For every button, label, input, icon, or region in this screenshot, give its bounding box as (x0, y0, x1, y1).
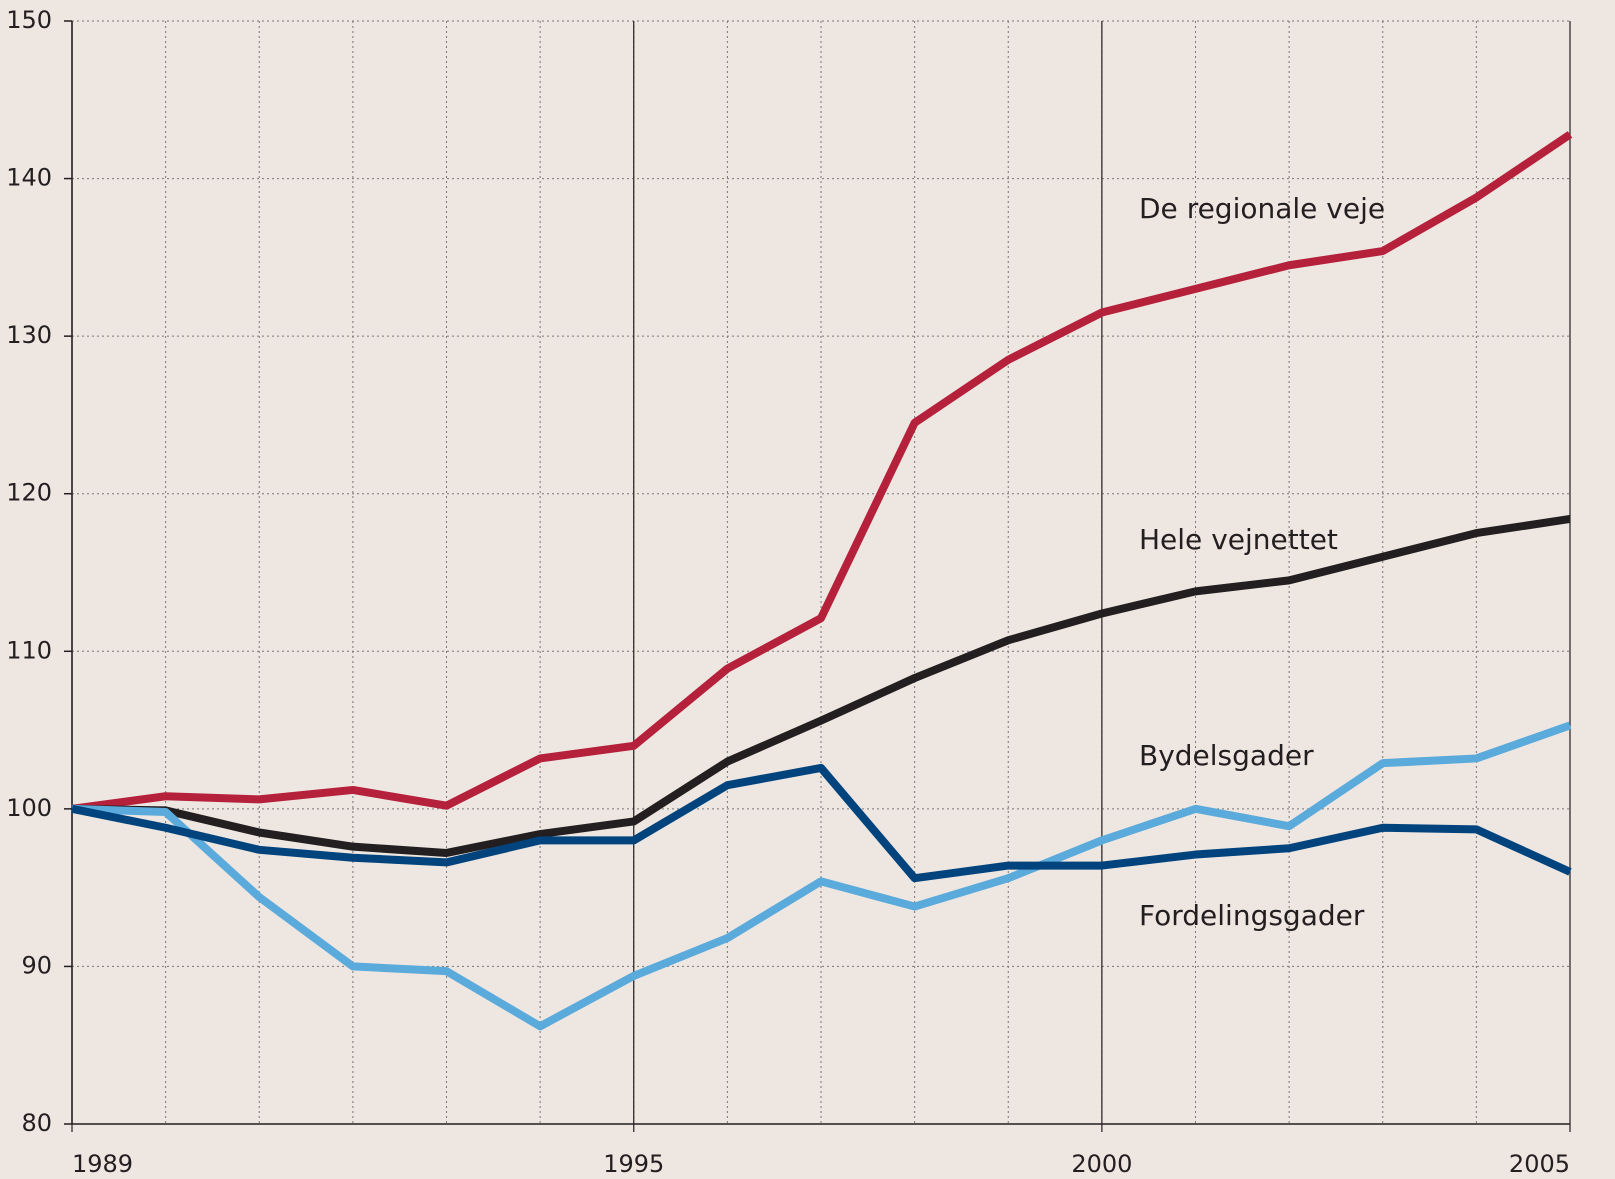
y-tick-label: 120 (6, 479, 52, 507)
y-tick-label: 130 (6, 321, 52, 349)
series-line (71, 721, 1572, 1031)
series-label: De regionale veje (1139, 192, 1385, 225)
series-label: Fordelingsgader (1139, 899, 1365, 932)
y-tick-label: 90 (21, 951, 52, 979)
y-tick-label: 80 (21, 1109, 52, 1137)
x-tick-label: 1995 (603, 1150, 664, 1178)
y-tick-label: 100 (6, 794, 52, 822)
series-line (71, 514, 1571, 857)
series-label: Hele vejnettet (1139, 523, 1338, 556)
series-line (71, 131, 1573, 813)
y-tick-label: 110 (6, 636, 52, 664)
x-tick-label: 2000 (1071, 1150, 1132, 1178)
x-tick-label: 2005 (1509, 1150, 1570, 1178)
series-line (71, 763, 1572, 883)
y-tick-label: 140 (6, 164, 52, 192)
series-label: Bydelsgader (1139, 739, 1314, 772)
x-tick-label: 1989 (72, 1150, 133, 1178)
y-tick-label: 150 (6, 6, 52, 34)
